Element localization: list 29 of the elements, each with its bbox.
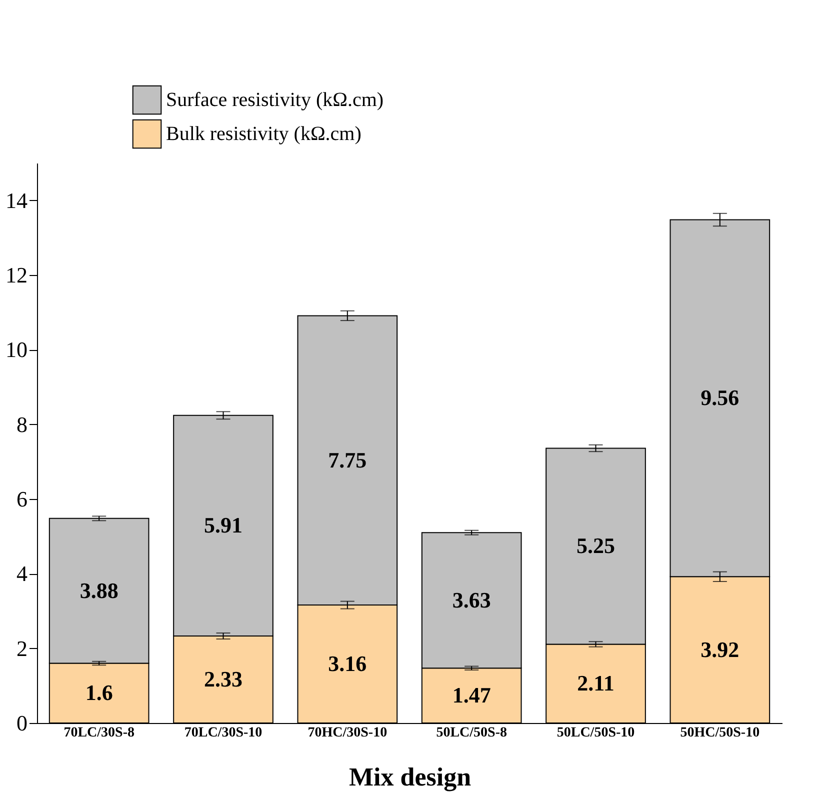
legend-label: Bulk resistivity (kΩ.cm) [166, 123, 362, 145]
data-label: 1.47 [452, 682, 491, 708]
data-label: 1.6 [85, 680, 113, 706]
data-label: 3.63 [452, 587, 491, 612]
data-label: 3.88 [80, 578, 118, 603]
data-label: 3.16 [328, 651, 367, 676]
data-label: 2.33 [204, 666, 242, 692]
y-tick-label: 14 [6, 188, 28, 213]
y-tick-label: 12 [6, 262, 28, 288]
y-tick-label: 10 [6, 337, 28, 362]
x-tick-label: 50LC/50S-10 [556, 726, 635, 740]
data-label: 7.75 [328, 447, 367, 472]
data-label: 9.56 [700, 385, 740, 410]
x-tick-label: 70LC/30S-10 [184, 726, 262, 740]
data-label: 2.11 [577, 670, 614, 696]
x-tick-label: 70LC/30S-8 [64, 726, 134, 740]
y-tick-label: 2 [16, 636, 28, 661]
data-label: 3.92 [700, 636, 740, 662]
y-tick-label: 0 [16, 710, 28, 736]
data-label: 5.91 [204, 512, 242, 538]
x-tick-label: 50HC/50S-10 [680, 726, 760, 740]
x-axis-title: Mix design [348, 762, 472, 792]
y-tick-label: 8 [16, 412, 28, 437]
x-tick-label: 70HC/30S-10 [308, 726, 388, 740]
data-label: 5.25 [576, 533, 615, 558]
y-tick-label: 6 [16, 486, 28, 512]
legend-label: Surface resistivity (kΩ.cm) [166, 89, 384, 111]
y-tick-label: 4 [16, 561, 28, 586]
x-tick-label: 50LC/50S-8 [436, 726, 507, 740]
